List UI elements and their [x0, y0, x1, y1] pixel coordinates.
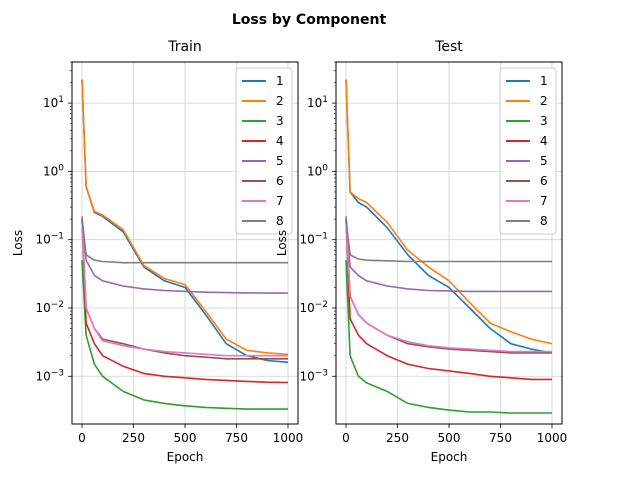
panel-test-xtick-label: 1000	[537, 431, 568, 445]
panel-train-xtick-label: 0	[78, 431, 86, 445]
panel-test-ytick-label: 10−2	[299, 300, 328, 315]
panel-train-legend-box	[235, 67, 293, 235]
panel-train-legend-label-7: 7	[276, 194, 284, 208]
panel-test-lines	[345, 79, 553, 414]
panel-train-legend-label-5: 5	[276, 154, 284, 168]
panel-train-legend-label-2: 2	[276, 94, 284, 108]
panel-train-legend-label-3: 3	[276, 114, 284, 128]
figure-title: Loss by Component	[232, 12, 387, 28]
panel-train-series-2-line	[81, 79, 289, 356]
panel-test-legend-label-1: 1	[540, 74, 548, 88]
panel-test-yticks: 10−3 10−2 10−1 100 101	[299, 61, 336, 383]
panel-test-legend: 1 2 3 4 5 6 7 8	[499, 67, 557, 235]
panel-test-xtick-label: 750	[489, 431, 512, 445]
panel-train-legend-label-1: 1	[276, 74, 284, 88]
panel-test-series-4-line	[345, 219, 552, 381]
panel-test-xtick-label: 250	[386, 431, 409, 445]
panel-test-ytick-label: 10−1	[299, 232, 328, 247]
panel-train-series-3-line	[81, 260, 288, 410]
panel-test-legend-label-2: 2	[540, 94, 548, 108]
panel-test-legend-label-5: 5	[540, 154, 548, 168]
panel-test-series-7-line	[345, 219, 552, 353]
panel-train-xtick-label: 750	[225, 431, 248, 445]
panel-train-legend-label-4: 4	[276, 134, 284, 148]
panel-test-legend-label-4: 4	[540, 134, 548, 148]
panel-train-title: Train	[167, 39, 202, 55]
panel-test-series-5-line	[345, 216, 552, 293]
panel-train-xtick-label: 500	[174, 431, 197, 445]
panel-test-xtick-label: 0	[342, 431, 350, 445]
panel-test-series-8-line	[345, 219, 552, 263]
panel-train-series-8-line	[81, 219, 288, 264]
panel-train-xlabel: Epoch	[167, 450, 204, 464]
panel-test-ytick-label: 100	[307, 163, 328, 178]
panel-test-title: Test	[434, 39, 463, 55]
panel-train-series-4-line	[81, 219, 289, 384]
panel-train-series-5-line	[81, 216, 288, 294]
panel-train: Train 0 250 500 750 1000 10−310−210−1100101 …	[11, 39, 303, 464]
panel-test-legend-box	[499, 67, 557, 235]
panel-test-ytick-label: 10−3	[299, 368, 328, 383]
panel-test-series-2-line	[345, 79, 553, 345]
panel-test-ytick-label: 101	[307, 95, 328, 110]
panel-train-xticks: 0 250 500 750 1000	[78, 424, 303, 445]
panel-train-ytick-label: 10−1	[35, 232, 64, 247]
panel-test-legend-label-7: 7	[540, 194, 548, 208]
panel-test-xtick-label: 500	[438, 431, 461, 445]
panel-test-legend-label-6: 6	[540, 174, 548, 188]
panel-train-yticks: 10−3 10−2 10−1 100 101	[35, 61, 72, 383]
panel-train-ytick-label: 10−3	[35, 368, 64, 383]
panel-train-legend: 1 2 3 4 5 6 7 8	[235, 67, 293, 235]
panel-train-legend-label-8: 8	[276, 214, 284, 228]
panel-test-grid	[336, 62, 562, 424]
panel-train-lines	[81, 79, 289, 410]
panel-train-series-7-line	[81, 219, 288, 357]
panel-test-ylabel: Loss	[275, 230, 289, 256]
panel-train-ytick-label: 101	[43, 95, 64, 110]
panel-train-ylabel: Loss	[11, 230, 25, 256]
panel-test-xlabel: Epoch	[431, 450, 468, 464]
panel-train-ytick-label: 100	[43, 163, 64, 178]
panel-train-xtick-label: 1000	[273, 431, 304, 445]
panel-test-series-3-line	[345, 260, 552, 414]
panel-test: Test 0 250 500 750 1000 10−3 10−2 10−1 100 101 E…	[275, 39, 567, 464]
panel-train-legend-label-6: 6	[276, 174, 284, 188]
panel-test-legend-label-8: 8	[540, 214, 548, 228]
panel-test-xticks: 0 250 500 750 1000	[342, 424, 567, 445]
panel-train-ytick-label: 10−2	[35, 300, 64, 315]
panel-test-series-1-line	[345, 79, 553, 354]
panel-train-xtick-label: 250	[122, 431, 145, 445]
panel-test-legend-label-3: 3	[540, 114, 548, 128]
